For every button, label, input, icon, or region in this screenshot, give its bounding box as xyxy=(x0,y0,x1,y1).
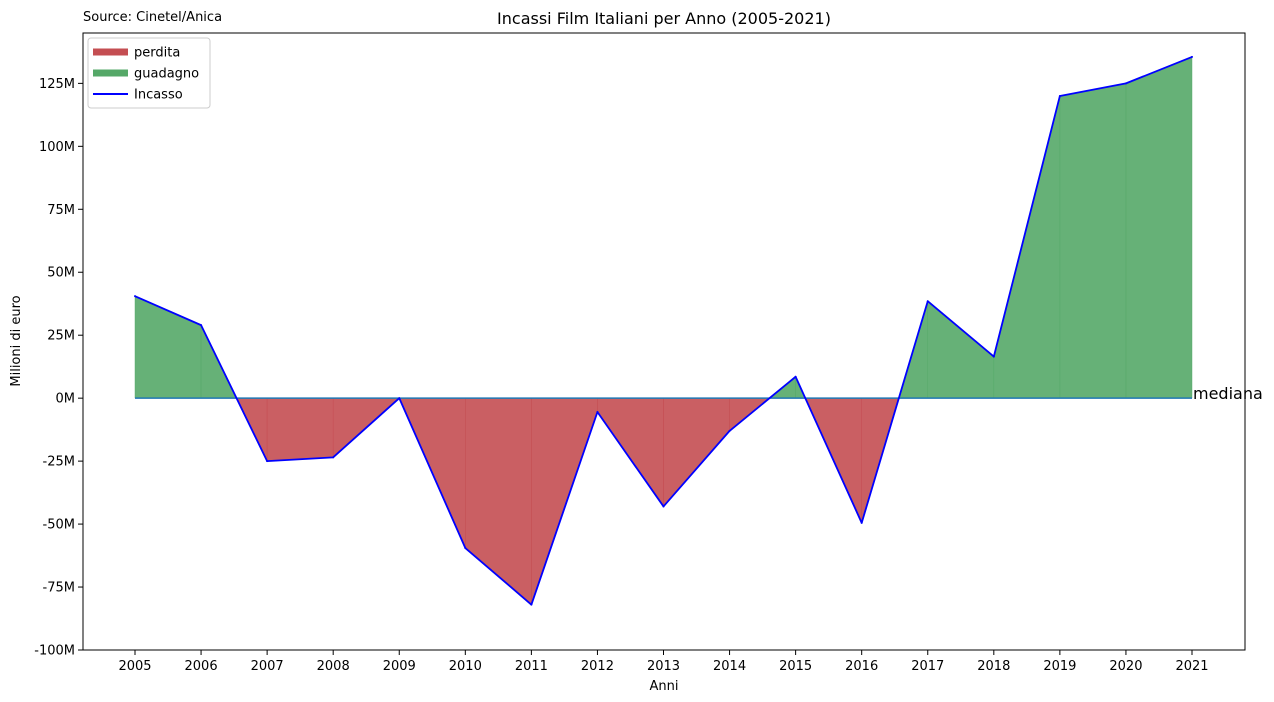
data-point-2014 xyxy=(728,429,731,432)
series-line-group xyxy=(134,55,1193,606)
x-tick-label: 2011 xyxy=(515,659,548,674)
data-point-2019 xyxy=(1058,94,1061,97)
median-annotation: mediana xyxy=(1193,384,1263,403)
x-tick-label: 2007 xyxy=(251,659,284,674)
y-tick-label: 75M xyxy=(47,203,75,218)
data-point-2009 xyxy=(398,397,401,400)
x-tick-label: 2016 xyxy=(845,659,878,674)
data-point-2021 xyxy=(1191,55,1193,58)
data-point-2015 xyxy=(794,375,797,378)
legend-swatch-guadagno xyxy=(93,69,128,77)
x-tick-label: 2013 xyxy=(647,659,680,674)
y-tick-label: -100M xyxy=(34,644,75,659)
loss-area-2013 xyxy=(663,397,730,508)
loss-area-2012 xyxy=(597,397,664,508)
x-tick-label: 2018 xyxy=(977,659,1010,674)
data-point-2012 xyxy=(596,411,599,414)
gain-area-2020 xyxy=(1125,56,1193,399)
data-point-2005 xyxy=(134,295,136,298)
legend-label-guadagno: guadagno xyxy=(134,67,199,82)
loss-area-2007 xyxy=(266,397,334,462)
y-tick-label: 25M xyxy=(47,329,75,344)
x-tick-label: 2005 xyxy=(118,659,151,674)
data-point-2020 xyxy=(1124,82,1127,85)
x-tick-label: 2008 xyxy=(317,659,350,674)
y-tick-label: 0M xyxy=(56,392,76,407)
legend-label-perdita: perdita xyxy=(134,46,180,61)
data-point-2013 xyxy=(662,505,665,508)
area-fills xyxy=(134,56,1193,606)
source-note: Source: Cinetel/Anica xyxy=(83,10,222,25)
x-tick-label: 2017 xyxy=(911,659,944,674)
x-tick-label: 2021 xyxy=(1175,659,1208,674)
y-tick-label: -50M xyxy=(43,518,75,533)
data-point-2006 xyxy=(200,324,203,327)
data-point-2016 xyxy=(860,521,863,524)
x-axis: 2005 2006 2007 2008 2009 2010 2011 2012 2013 2014… xyxy=(118,650,1209,674)
legend-swatch-perdita xyxy=(93,48,128,56)
x-axis-label: Anni xyxy=(650,679,679,694)
data-point-2007 xyxy=(266,460,269,463)
legend-label-Incasso: Incasso xyxy=(134,88,183,103)
gain-area-2019 xyxy=(1059,83,1127,399)
x-tick-label: 2012 xyxy=(581,659,614,674)
data-point-2011 xyxy=(530,603,533,606)
data-point-2018 xyxy=(992,355,995,358)
x-tick-label: 2014 xyxy=(713,659,746,674)
x-tick-label: 2019 xyxy=(1043,659,1076,674)
y-tick-label: 125M xyxy=(39,77,75,92)
chart-title: Incassi Film Italiani per Anno (2005-202… xyxy=(497,9,831,28)
y-axis: -100M -75M -50M -25M 0M 25M 50M 75M 100M 125M xyxy=(34,77,83,659)
data-point-2017 xyxy=(926,300,929,303)
gain-area-2017 xyxy=(927,300,995,399)
x-tick-label: 2015 xyxy=(779,659,812,674)
gain-area-2018 xyxy=(993,95,1061,399)
y-tick-label: -25M xyxy=(43,455,75,470)
x-tick-label: 2006 xyxy=(185,659,218,674)
loss-area-2010 xyxy=(465,397,532,606)
x-tick-label: 2009 xyxy=(383,659,416,674)
legend: perdita guadagno Incasso xyxy=(87,37,211,109)
y-axis-label: Milioni di euro xyxy=(9,295,24,386)
y-tick-label: -75M xyxy=(43,581,75,596)
data-point-2010 xyxy=(464,547,467,550)
y-tick-label: 100M xyxy=(39,140,75,155)
x-tick-label: 2020 xyxy=(1109,659,1142,674)
x-tick-label: 2010 xyxy=(449,659,482,674)
data-point-2008 xyxy=(332,456,335,459)
y-tick-label: 50M xyxy=(47,266,75,281)
